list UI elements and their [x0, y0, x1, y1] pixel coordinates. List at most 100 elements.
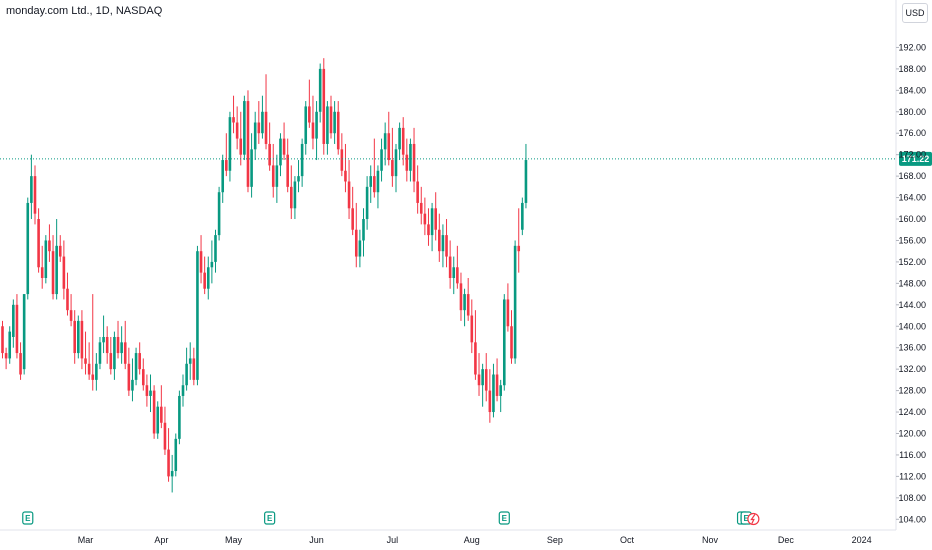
candle [383, 122, 387, 166]
candle [178, 390, 181, 445]
candle [419, 186, 423, 225]
earnings-icon[interactable]: E [498, 511, 510, 525]
candle [217, 186, 221, 241]
candle [116, 320, 120, 359]
candle [192, 347, 196, 386]
price-tick-label: 144.00 [898, 300, 926, 310]
candle [188, 342, 192, 380]
price-tick-label: 192.00 [898, 42, 926, 52]
candle [95, 353, 98, 391]
candle [120, 326, 123, 364]
candle [210, 240, 214, 284]
candle [513, 240, 517, 364]
candle [297, 160, 300, 193]
candle [1, 320, 4, 359]
candle [181, 374, 185, 407]
candle [405, 138, 409, 182]
candle [477, 353, 481, 396]
candle [308, 79, 311, 128]
candle [362, 208, 365, 257]
candle [15, 294, 19, 359]
candle [123, 320, 127, 370]
candle [203, 256, 206, 295]
candle [4, 347, 8, 370]
candle [185, 347, 188, 391]
candle [264, 74, 268, 150]
candle [87, 342, 91, 380]
candle [134, 347, 138, 386]
candle [275, 154, 279, 203]
candle [492, 363, 495, 418]
candle [434, 192, 437, 241]
candle [394, 143, 398, 193]
candle [225, 133, 228, 177]
svg-text:E: E [502, 514, 508, 523]
price-tick-label: 188.00 [898, 64, 926, 74]
candle [196, 245, 199, 386]
currency-button[interactable]: USD [902, 3, 928, 23]
price-tick-label: 148.00 [898, 278, 926, 288]
earnings-icon[interactable]: E [22, 511, 34, 525]
candle [62, 240, 66, 300]
price-tick-label: 104.00 [898, 514, 926, 524]
candle [113, 331, 116, 380]
candle [221, 154, 225, 203]
candle [290, 165, 293, 220]
price-tick-label: 120.00 [898, 428, 926, 438]
candle [80, 310, 84, 370]
price-axis[interactable]: 104.00 108.00 112.00 116.00 120.00 124.00 128.… [895, 0, 926, 530]
time-tick-label: Sep [547, 535, 563, 545]
candle [127, 347, 131, 396]
candle [69, 294, 73, 327]
candle [33, 165, 37, 225]
candle [19, 342, 22, 380]
svg-text:E: E [25, 514, 31, 523]
time-tick-label: Aug [464, 535, 480, 545]
price-tick-label: 160.00 [898, 214, 926, 224]
candle [160, 385, 163, 429]
candle [311, 95, 315, 150]
candle [333, 101, 336, 144]
candle [243, 95, 246, 161]
candle [304, 101, 308, 155]
last-price-label: 171.22 [902, 154, 930, 164]
candle [156, 401, 160, 439]
candle [524, 143, 528, 209]
candle [329, 95, 333, 139]
candle [268, 122, 271, 171]
candle [131, 358, 134, 402]
candle [271, 143, 275, 198]
candle [340, 133, 344, 177]
candle [257, 101, 261, 144]
candle [423, 197, 427, 236]
price-tick-label: 116.00 [899, 450, 926, 460]
candle [8, 326, 12, 364]
candle [470, 299, 474, 354]
candle [138, 342, 141, 375]
candle [149, 374, 152, 413]
candle [293, 176, 297, 220]
time-tick-label: Jul [387, 535, 399, 545]
candle [109, 336, 113, 375]
candle [365, 176, 369, 230]
price-tick-label: 168.00 [898, 171, 926, 181]
time-axis[interactable]: Mar Apr May Jun Jul Aug Sep Oct Nov Dec 2024 [0, 529, 896, 545]
candle [300, 138, 304, 187]
candle [354, 202, 358, 268]
candle [51, 235, 55, 300]
last-price-tag [899, 151, 932, 166]
candle [318, 63, 322, 123]
earnings-icon[interactable]: E [264, 511, 276, 525]
split-icon[interactable] [747, 512, 760, 526]
candle [37, 208, 40, 273]
candle [48, 224, 51, 262]
candle [466, 278, 470, 321]
candle [322, 58, 326, 155]
candle [409, 138, 412, 182]
candle [44, 235, 48, 284]
candle [261, 95, 264, 139]
candle [521, 197, 524, 236]
candle [358, 229, 362, 268]
candle [387, 111, 391, 166]
